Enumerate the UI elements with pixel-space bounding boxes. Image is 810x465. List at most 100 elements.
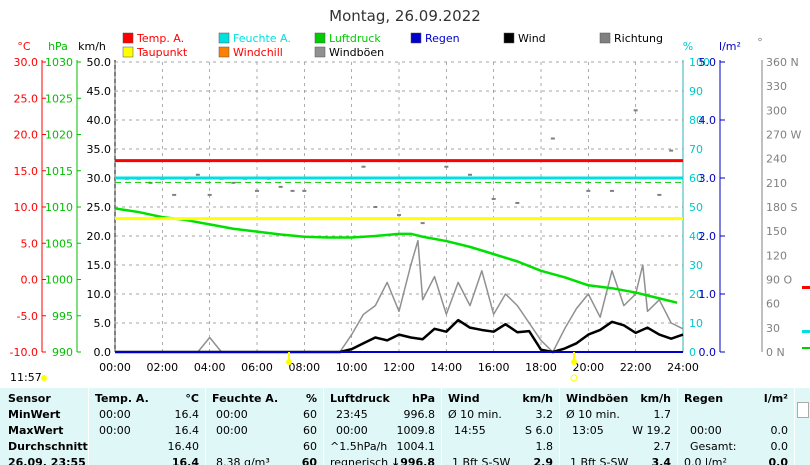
stats-value: 16.4 [174,424,200,437]
stats-unit-humidity: % [305,392,317,405]
legend-label: Richtung [614,32,663,45]
direction-point [255,189,259,192]
gust-series [115,239,684,353]
stats-time: 00:00 [336,424,368,437]
temp-tick-label: 30.0 [14,56,39,69]
x-tick-label: 04:00 [194,361,226,374]
direction-tick-label: 180 S [766,201,797,214]
stats-current-value: 16.4 [171,456,199,465]
stats-value: 1.7 [653,408,672,421]
stats-current-value: ↓996.8 [390,456,435,465]
axis-ticks: 30.025.020.015.010.05.00.0-5.0-10.010301… [10,56,802,374]
pressure-tick-label: 995 [52,310,73,323]
stats-value: 1.8 [535,440,554,453]
stats-value: 16.40 [167,440,200,453]
divider [205,388,206,465]
legend-swatch [314,32,326,44]
pressure-tick-label: 990 [52,346,73,359]
wind-tick-label: 20.0 [87,230,112,243]
temp-tick-label: 20.0 [14,129,39,142]
stats-header-sensor: Sensor [8,392,51,405]
wind-tick-label: 5.0 [94,317,112,330]
legend-label: Regen [425,32,460,45]
temp-tick-label: 5.0 [21,237,39,250]
weather-chart: Montag, 26.09.2022 Temp. A. Feuchte A. Luf… [10,7,810,384]
legend-label: Luftdruck [329,32,381,45]
wind-tick-label: 50.0 [87,56,112,69]
x-tick-label: 16:00 [478,361,510,374]
x-tick-label: 00:00 [99,361,131,374]
stats-time: 23:45 [336,408,368,421]
x-tick-label: 06:00 [241,361,273,374]
divider [88,388,89,465]
legend: Temp. A. Feuchte A. Luftdruck Regen Wind Rich… [122,32,663,59]
stats-humidity-section: Feuchte A. % 00:00 60 00:00 60 60 8.38 g… [206,388,323,465]
stats-header-humidity: Feuchte A. [212,392,279,405]
stats-gust-section: Windböen km/h Ø 10 min. 1.7 13:05 W 19.2… [560,388,677,465]
legend-label: Wind [518,32,546,45]
moon-marker-icon [570,374,578,382]
rain-tick-label: 3.0 [699,172,717,185]
pressure-tick-label: 1030 [45,56,73,69]
stats-current-value: 2.9 [533,456,554,465]
wind-series [115,318,684,354]
temp-tick-label: 10.0 [14,201,39,214]
stats-current-value: 3.4 [651,456,672,465]
legend-swatch [314,46,326,58]
stats-sensor-section: Sensor MinWert MaxWert Durchschnitt 26.0… [0,388,88,465]
sun-marker-icon [571,359,577,365]
humidity-tick-label: 0 [689,346,696,359]
humidity-tick-label: 10 [689,317,703,330]
stats-time: Ø 10 min. [448,408,502,421]
stats-wind-section: Wind km/h Ø 10 min. 3.2 14:55 S 6.0 1.8 … [442,388,559,465]
sunrise-marker-icon [41,375,47,381]
wind-axis-unit: km/h [78,40,106,53]
humidity-tick-label: 50 [689,201,703,214]
direction-point [550,137,555,140]
pressure-series [114,207,678,304]
humidity-tick-label: 40 [689,230,703,243]
legend-label: Taupunkt [136,46,188,59]
direction-tick-label: 210 [766,177,787,190]
pressure-tick-label: 1000 [45,274,73,287]
direction-tick-label: 270 W [766,129,801,142]
temp-axis-unit: °C [17,40,31,53]
stats-time: 00:00 [216,424,248,437]
direction-point [444,165,449,168]
rain-tick-label: 0.0 [699,346,717,359]
stats-time: 00:00 [99,408,131,421]
x-tick-label: 22:00 [620,361,652,374]
stats-current-value: 60 [301,456,317,465]
wind-tick-label: 25.0 [87,201,112,214]
stats-row-label: MaxWert [8,424,64,437]
wind-tick-label: 35.0 [87,143,112,156]
stats-row-label: 26.09. 23:55 [8,456,86,465]
statistics-table: Sensor MinWert MaxWert Durchschnitt 26.0… [0,388,810,465]
direction-point [302,189,307,192]
wind-tick-label: 15.0 [87,259,112,272]
direction-point [207,193,212,196]
x-tick-label: 20:00 [572,361,604,374]
side-temp-marker [802,286,810,289]
x-tick-label: 24:00 [667,361,699,374]
x-tick-label: 08:00 [288,361,320,374]
scrollbar-thumb[interactable] [797,402,809,418]
humidity-tick-label: 90 [689,85,703,98]
temp-tick-label: -10.0 [10,346,38,359]
stats-time: 00:00 [99,424,131,437]
direction-point [610,189,614,192]
rain-tick-label: 1.0 [699,288,717,301]
direction-point [397,214,401,217]
humidity-tick-label: 100 [689,56,710,69]
side-pressure-marker [802,347,810,349]
stats-beaufort: 1 Bft S-SW [452,456,511,465]
direction-point [586,189,591,192]
rain-tick-label: 4.0 [699,114,717,127]
stats-time: 14:55 [454,424,486,437]
direction-tick-label: 60 [766,298,780,311]
x-tick-label: 18:00 [525,361,557,374]
humidity-tick-label: 60 [689,172,703,185]
rain-tick-label: 5.0 [699,56,717,69]
stats-value: 60 [303,408,317,421]
sun-marker-icon [286,359,292,365]
